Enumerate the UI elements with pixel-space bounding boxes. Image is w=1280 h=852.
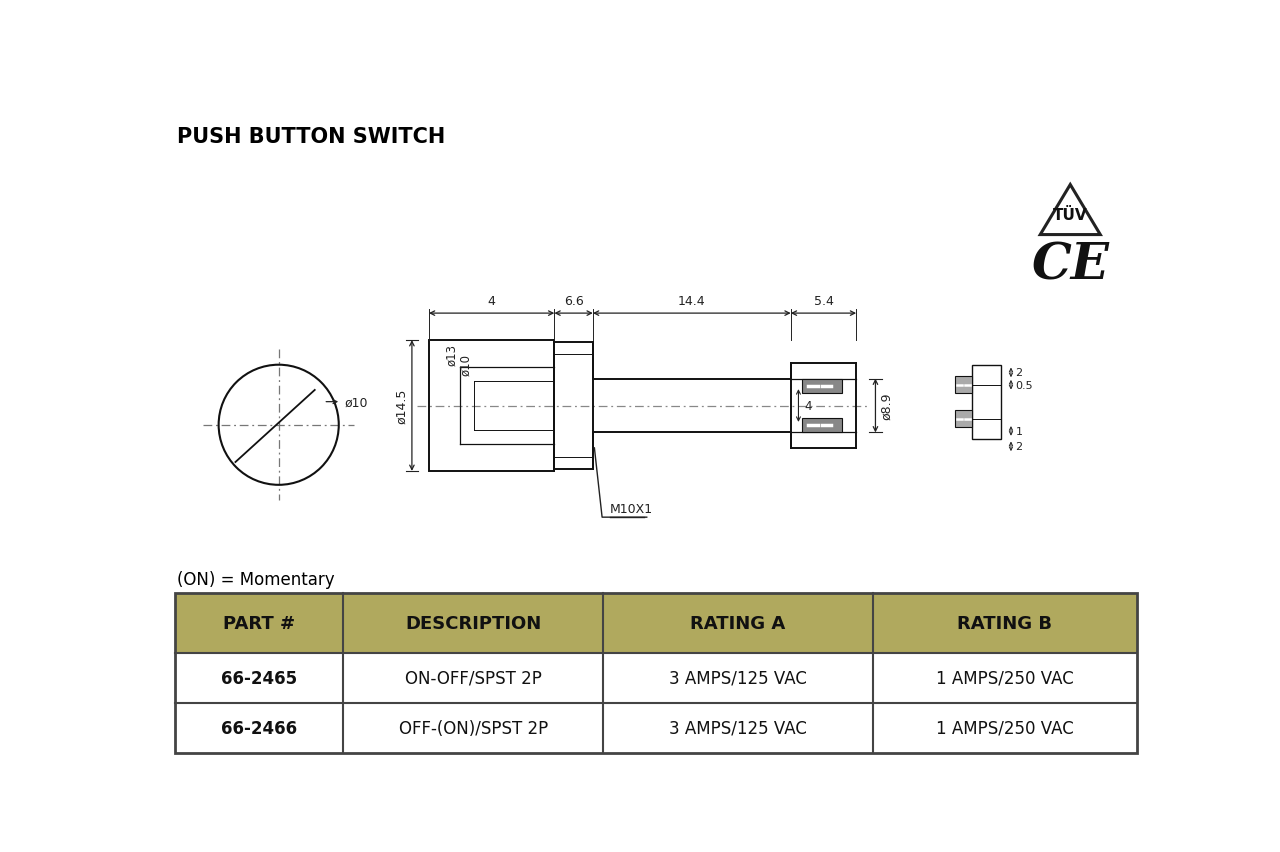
Text: PART #: PART # [223, 614, 294, 632]
Text: TÜV: TÜV [1053, 208, 1088, 222]
Text: 3 AMPS/125 VAC: 3 AMPS/125 VAC [669, 719, 806, 737]
Bar [429, 341, 554, 471]
Text: CE: CE [1032, 242, 1110, 291]
Text: 66-2466: 66-2466 [221, 719, 297, 737]
Text: ø8.9: ø8.9 [879, 392, 892, 420]
Bar [175, 653, 1137, 703]
Bar [955, 377, 972, 394]
Text: RATING B: RATING B [957, 614, 1052, 632]
Bar [803, 380, 842, 394]
Text: 2: 2 [1015, 368, 1023, 378]
Text: ø10: ø10 [460, 354, 472, 376]
Text: (ON) = Momentary: (ON) = Momentary [177, 570, 334, 588]
Text: 66-2465: 66-2465 [221, 669, 297, 687]
Text: 6.6: 6.6 [563, 295, 584, 308]
Text: 1 AMPS/250 VAC: 1 AMPS/250 VAC [936, 719, 1074, 737]
Text: DESCRIPTION: DESCRIPTION [404, 614, 541, 632]
Text: 3 AMPS/125 VAC: 3 AMPS/125 VAC [669, 669, 806, 687]
Text: ø14.5: ø14.5 [394, 389, 407, 423]
Text: 0.5: 0.5 [1015, 380, 1033, 390]
Bar [554, 343, 593, 469]
Text: OFF-(ON)/SPST 2P: OFF-(ON)/SPST 2P [398, 719, 548, 737]
Bar [972, 366, 1001, 439]
Text: 1: 1 [1015, 426, 1023, 436]
Text: PUSH BUTTON SWITCH: PUSH BUTTON SWITCH [177, 127, 445, 147]
Text: 4: 4 [488, 295, 495, 308]
Bar [175, 593, 1137, 653]
Text: 4: 4 [804, 400, 812, 412]
Text: 14.4: 14.4 [678, 295, 705, 308]
Text: 2: 2 [1015, 442, 1023, 452]
Text: M10X1: M10X1 [609, 503, 653, 515]
Text: ø13: ø13 [445, 343, 458, 366]
Bar [175, 703, 1137, 753]
Bar [175, 593, 1137, 753]
Text: 5.4: 5.4 [814, 295, 833, 308]
Text: RATING A: RATING A [690, 614, 786, 632]
Text: ø10: ø10 [344, 395, 369, 409]
Text: 1 AMPS/250 VAC: 1 AMPS/250 VAC [936, 669, 1074, 687]
Bar [955, 411, 972, 428]
Text: ON-OFF/SPST 2P: ON-OFF/SPST 2P [404, 669, 541, 687]
Bar [803, 418, 842, 432]
